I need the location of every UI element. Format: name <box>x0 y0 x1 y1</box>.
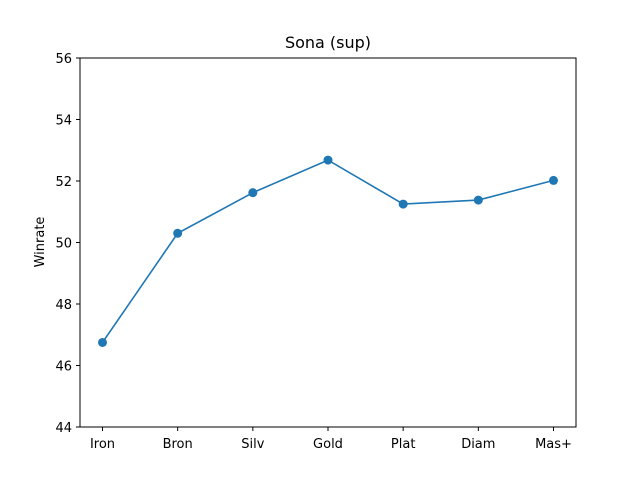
x-tick-label: Diam <box>461 437 495 452</box>
x-tick-label: Bron <box>163 437 193 452</box>
y-tick-label: 46 <box>55 360 72 375</box>
x-axis: Iron Bron Silv Gold Plat Diam Mas+ <box>90 427 572 452</box>
x-tick-label: Iron <box>90 437 115 452</box>
data-point <box>398 199 408 209</box>
data-point <box>473 195 483 205</box>
y-tick-label: 50 <box>55 237 72 252</box>
x-tick-label: Gold <box>313 437 343 452</box>
data-point <box>98 337 107 347</box>
x-tick-label: Silv <box>241 437 264 452</box>
y-axis-label: Winrate <box>33 217 48 268</box>
y-tick-label: 44 <box>55 421 72 436</box>
y-tick-label: 54 <box>55 114 72 129</box>
plot-frame <box>79 57 577 428</box>
x-tick-label: Mas+ <box>535 437 572 452</box>
data-point <box>549 175 558 185</box>
chart-title: Sona (sup) <box>285 33 371 52</box>
y-tick-label: 48 <box>55 298 72 313</box>
data-point <box>173 228 183 238</box>
x-tick-label: Plat <box>391 437 416 452</box>
plot-background <box>80 58 576 427</box>
y-axis: 44 46 48 50 52 54 56 <box>55 52 80 436</box>
data-point <box>248 188 258 198</box>
y-tick-label: 56 <box>55 52 72 67</box>
series-layer <box>98 155 558 347</box>
y-tick-label: 52 <box>55 175 72 190</box>
data-point <box>323 155 333 165</box>
